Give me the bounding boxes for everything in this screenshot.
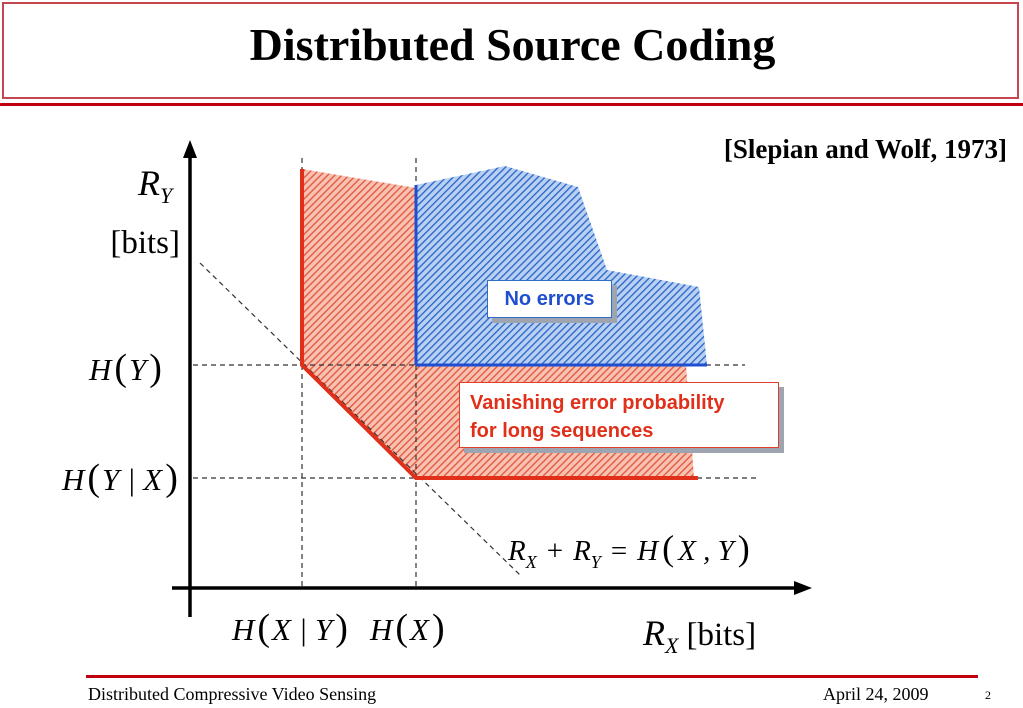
region-boundary — [300, 169, 698, 480]
axes — [172, 140, 812, 617]
tick-h-y-given-x: H(Y | X) — [61, 457, 178, 499]
x-axis-label: RX [bits] — [642, 613, 756, 658]
no-errors-callout: No errors — [487, 280, 612, 318]
slide-title: Distributed Source Coding — [249, 19, 776, 70]
y-axis-label: RY — [137, 163, 175, 208]
sum-rate-equation: RX + RY = H(X , Y) — [507, 528, 750, 572]
footer-date: April 24, 2009 — [823, 684, 929, 704]
footer-title: Distributed Compressive Video Sensing — [88, 684, 377, 704]
vanishing-error-line-1: Vanishing error probability — [470, 392, 725, 414]
title-box: Distributed Source Coding — [2, 2, 1019, 99]
page-number: 2 — [985, 688, 991, 702]
vanishing-error-line-2: for long sequences — [470, 420, 654, 442]
tick-h-x: H(X) — [369, 607, 445, 649]
header-rule — [0, 103, 1023, 106]
sum-rate-line — [199, 262, 521, 576]
tick-h-y: H(Y) — [88, 347, 162, 389]
y-axis-unit: [bits] — [110, 225, 180, 261]
tick-h-x-given-y: H(X | Y) — [231, 607, 348, 649]
vanishing-error-callout: Vanishing error probability for long seq… — [459, 382, 779, 448]
footer-rule — [86, 675, 978, 678]
no-error-region — [416, 166, 707, 365]
citation: [Slepian and Wolf, 1973] — [723, 134, 1007, 164]
